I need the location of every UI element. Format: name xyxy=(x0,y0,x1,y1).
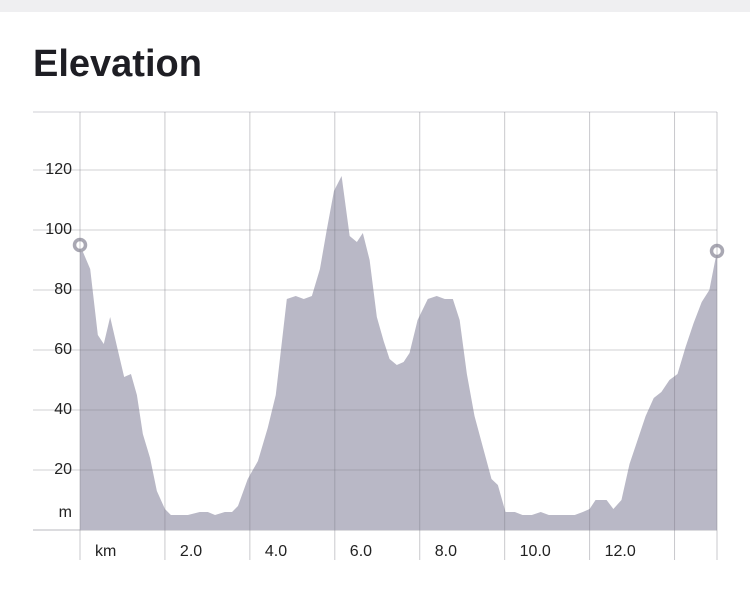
y-tick-label: 20 xyxy=(54,461,72,478)
elevation-area xyxy=(80,176,717,530)
endpoint-marker xyxy=(72,237,88,253)
y-tick-label: 60 xyxy=(54,341,72,358)
x-tick-label: 10.0 xyxy=(520,543,551,560)
y-tick-label: 100 xyxy=(45,221,72,238)
x-tick-label: km xyxy=(95,543,116,560)
endpoint-marker xyxy=(709,243,725,259)
y-tick-label: 80 xyxy=(54,281,72,298)
x-tick-label: 6.0 xyxy=(350,543,372,560)
x-tick-label: 8.0 xyxy=(435,543,457,560)
top-bar xyxy=(0,0,750,12)
x-tick-label: 2.0 xyxy=(180,543,202,560)
y-tick-label: 120 xyxy=(45,161,72,178)
y-tick-label: m xyxy=(59,504,72,521)
x-tick-label: 12.0 xyxy=(605,543,636,560)
x-tick-label: 4.0 xyxy=(265,543,287,560)
y-tick-label: 40 xyxy=(54,401,72,418)
chart-title: Elevation xyxy=(33,43,202,85)
